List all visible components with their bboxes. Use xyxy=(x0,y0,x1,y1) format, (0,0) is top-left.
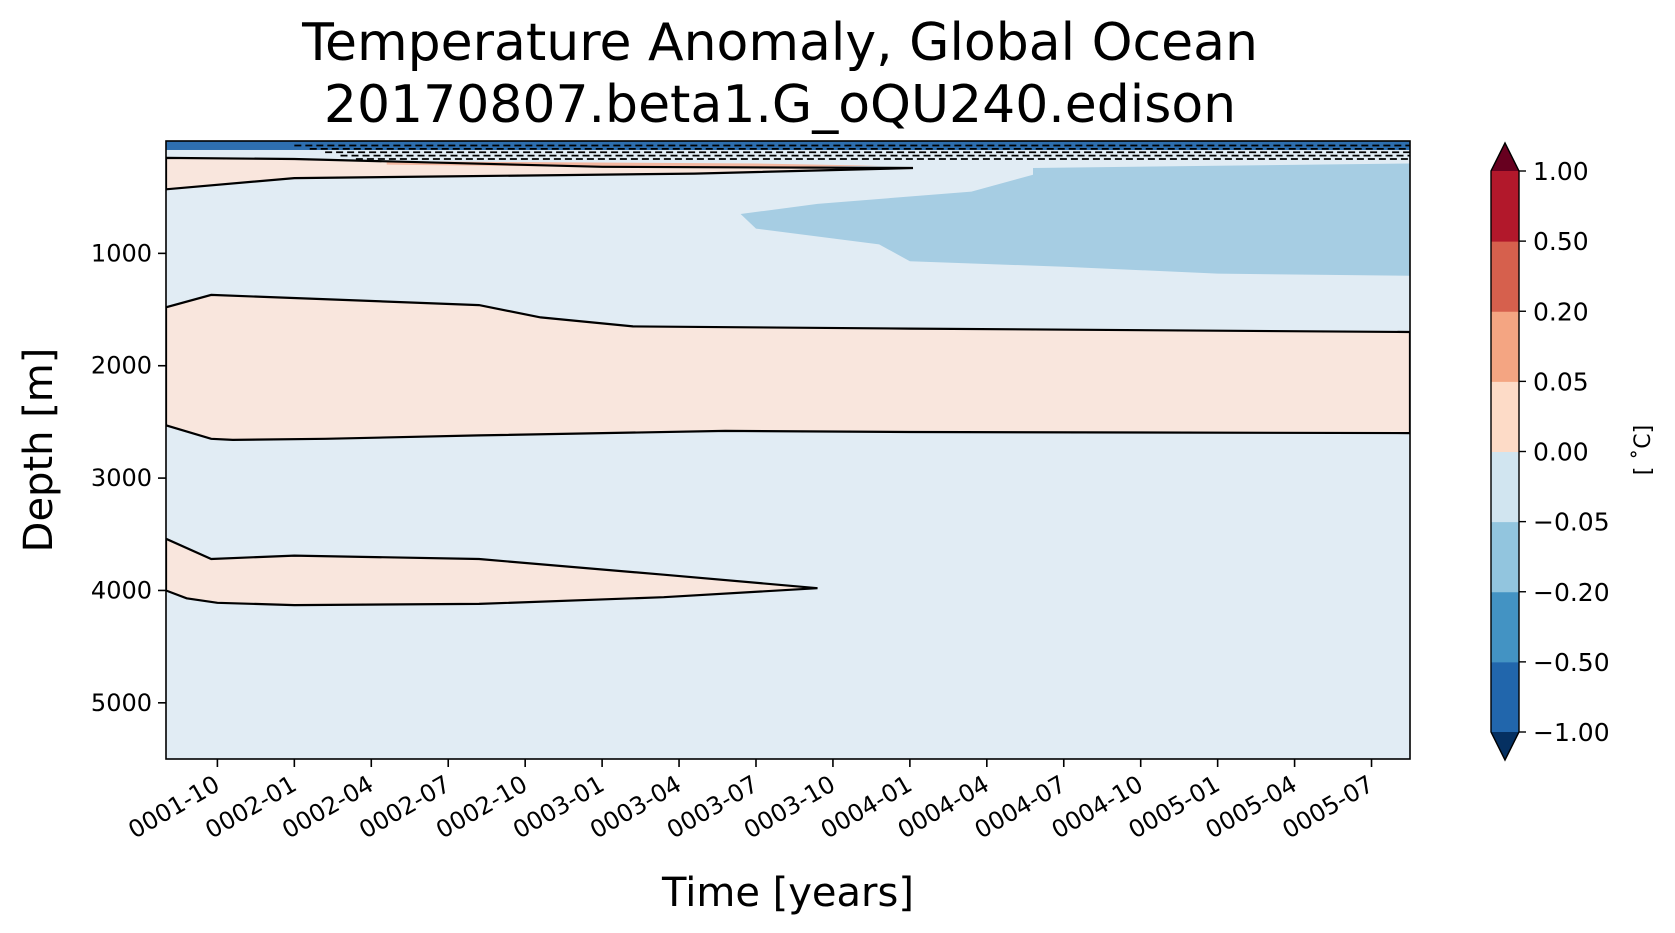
contour-regions xyxy=(166,141,1410,606)
contour-lines xyxy=(166,144,1410,607)
plot-frame xyxy=(165,140,1411,760)
y-axis-label: Depth [m] xyxy=(16,348,62,553)
colorbar-tick-label: −0.05 xyxy=(1533,508,1610,537)
colorbar-tick-label: −0.50 xyxy=(1533,648,1610,677)
chart-title: Temperature Anomaly, Global Ocean xyxy=(301,13,1258,73)
y-tick-label: 2000 xyxy=(91,352,152,380)
region-2 xyxy=(740,163,1410,276)
chart-subtitle: 20170807.beta1.G_oQU240.edison xyxy=(324,75,1236,135)
region-0 xyxy=(166,157,913,190)
y-tick-label: 5000 xyxy=(91,689,152,717)
colorbar-segment xyxy=(1491,171,1519,242)
x-axis-label: Time [years] xyxy=(661,870,914,916)
y-tick-label: 4000 xyxy=(91,576,152,604)
colorbar-extend-max xyxy=(1491,143,1519,171)
colorbar-tick-label: 0.20 xyxy=(1533,297,1589,326)
region-4 xyxy=(166,538,818,606)
colorbar-segment xyxy=(1491,661,1519,733)
y-tick-label: 1000 xyxy=(91,239,152,267)
colorbar-tick-label: −0.20 xyxy=(1533,578,1610,607)
colorbar-segment xyxy=(1491,521,1519,593)
colorbar-tick-label: 0.00 xyxy=(1533,438,1589,467)
y-tick-label: 3000 xyxy=(91,464,152,492)
colorbar-tick-label: −1.00 xyxy=(1533,718,1610,747)
contour-zero-0 xyxy=(166,156,914,191)
colorbar-tick-label: 1.00 xyxy=(1533,157,1589,186)
colorbar-tick-label: 0.05 xyxy=(1533,367,1589,396)
surface-negative-layer xyxy=(166,141,1410,150)
colorbar-segment xyxy=(1491,381,1519,452)
y-axis-ticks: 1000 2000 3000 4000 5000 xyxy=(91,239,166,717)
colorbar: −1.00 −0.50 −0.20 −0.05 0.00 0.05 0.20 0.50 1.00 xyxy=(1490,141,1610,762)
colorbar-segment xyxy=(1491,241,1519,312)
colorbar-segment xyxy=(1491,591,1519,663)
contour-zero-3 xyxy=(166,293,1410,442)
region-3 xyxy=(166,294,1410,440)
colorbar-extend-min xyxy=(1491,732,1519,760)
colorbar-label: [ ˚C] xyxy=(1631,425,1656,476)
x-axis-ticks: 0001-100002-010002-040002-070002-100003-… xyxy=(124,759,1379,844)
contour-zero-4 xyxy=(166,537,818,607)
colorbar-segment xyxy=(1491,451,1519,523)
colorbar-segment xyxy=(1491,311,1519,382)
colorbar-tick-label: 0.50 xyxy=(1533,227,1589,256)
